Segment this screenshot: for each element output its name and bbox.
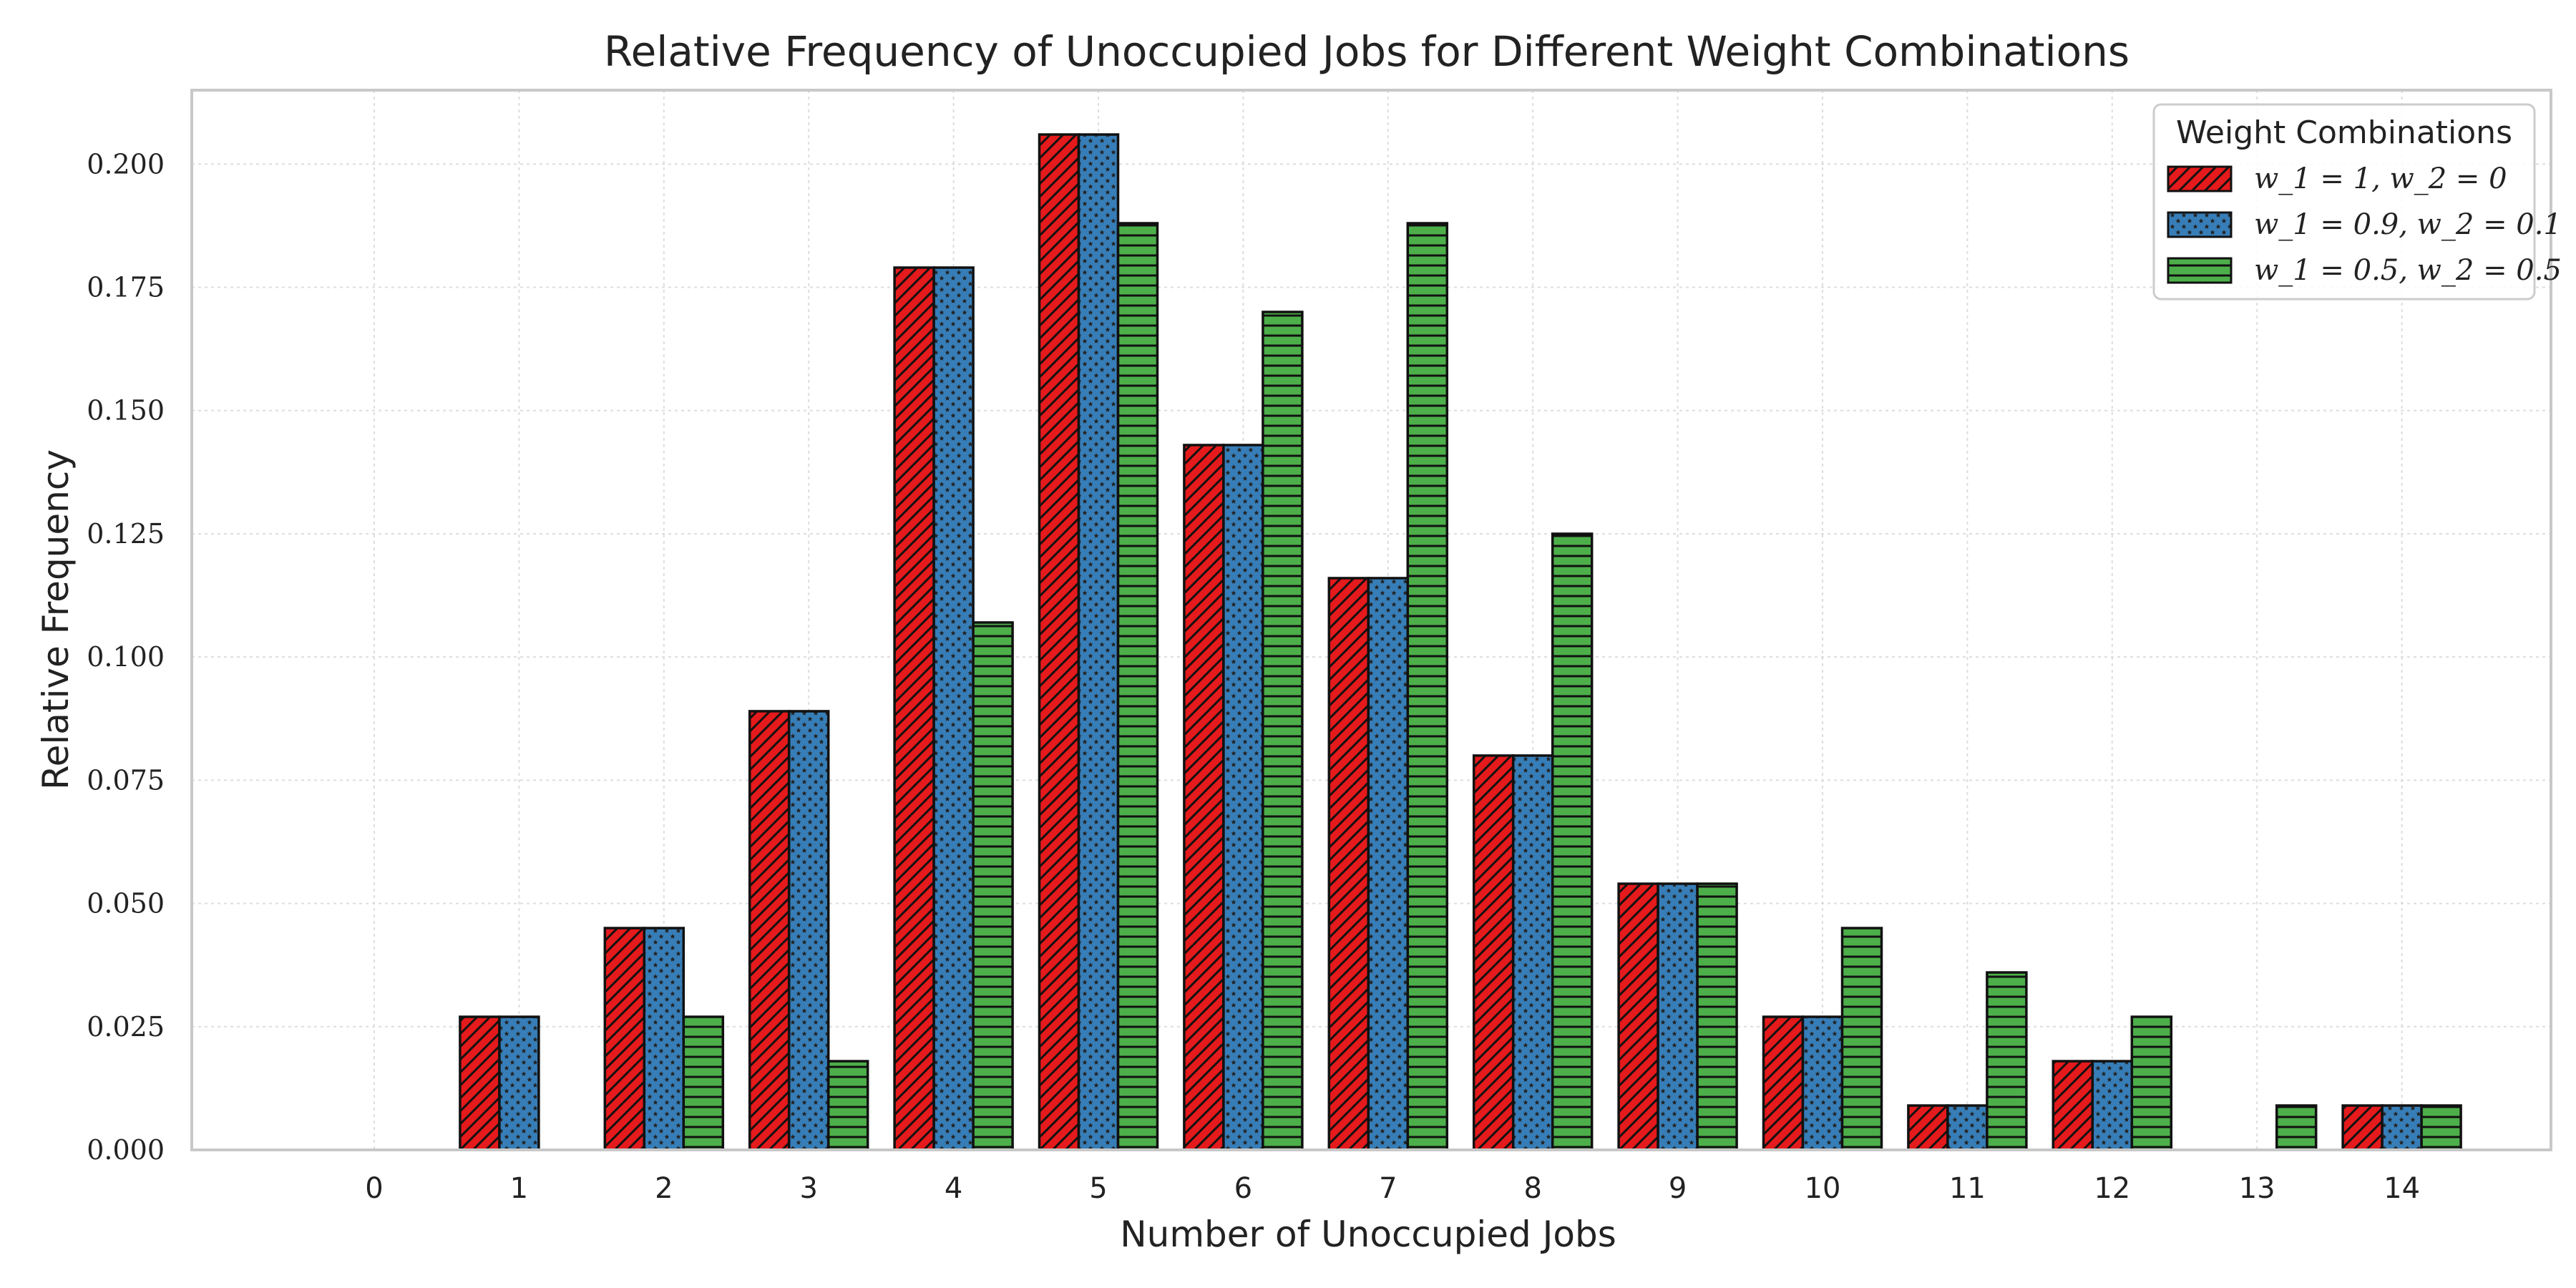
bar-series-1-cat-12 bbox=[2091, 1060, 2134, 1151]
x-tick-label: 3 bbox=[799, 1172, 817, 1205]
y-tick-label: 0.125 bbox=[87, 518, 165, 550]
bar-series-1-cat-11 bbox=[1946, 1104, 1989, 1151]
y-tick-label: 0.200 bbox=[87, 148, 165, 180]
bar-series-2-cat-11 bbox=[1986, 971, 2028, 1151]
bar-series-0-cat-11 bbox=[1907, 1104, 1949, 1151]
bar-series-2-cat-2 bbox=[682, 1015, 725, 1151]
bar-series-1-cat-3 bbox=[787, 710, 830, 1151]
x-tick-label: 14 bbox=[2384, 1172, 2420, 1205]
bar-series-0-cat-14 bbox=[2341, 1104, 2384, 1151]
bar-series-2-cat-10 bbox=[1840, 927, 1883, 1151]
y-tick-label: 0.050 bbox=[87, 888, 165, 919]
bar-series-1-cat-5 bbox=[1077, 133, 1120, 1151]
x-tick-label: 11 bbox=[1949, 1172, 1986, 1205]
bar-series-1-cat-10 bbox=[1801, 1015, 1844, 1151]
bar-series-2-cat-6 bbox=[1262, 311, 1304, 1151]
y-axis-ticks: 0.000 0.025 0.050 0.075 0.100 0.125 0.150 0.175… bbox=[87, 148, 165, 1166]
y-tick-label: 0.175 bbox=[87, 272, 165, 303]
legend: Weight Combinations w_1 = 1, w_2 = 0 w_1 … bbox=[2152, 103, 2562, 301]
x-tick-label: 5 bbox=[1089, 1172, 1107, 1205]
bars-layer bbox=[459, 133, 2462, 1151]
x-tick-label: 12 bbox=[2094, 1172, 2130, 1205]
bar-series-2-cat-4 bbox=[972, 621, 1014, 1151]
x-tick-label: 6 bbox=[1234, 1172, 1252, 1205]
bar-series-0-cat-9 bbox=[1617, 882, 1659, 1151]
y-tick-label: 0.150 bbox=[87, 395, 165, 426]
bar-series-0-cat-5 bbox=[1038, 133, 1080, 1151]
legend-label-0: w_1 = 1, w_2 = 0 bbox=[2254, 162, 2507, 195]
y-tick-label: 0.075 bbox=[87, 764, 165, 796]
bar-series-2-cat-7 bbox=[1406, 222, 1449, 1151]
bar-series-2-cat-3 bbox=[826, 1060, 869, 1151]
bar-series-1-cat-2 bbox=[643, 927, 686, 1151]
x-axis-label: Number of Unoccupied Jobs bbox=[1120, 1214, 1616, 1255]
bar-series-2-cat-8 bbox=[1551, 532, 1594, 1151]
bar-series-0-cat-10 bbox=[1762, 1015, 1805, 1151]
legend-box bbox=[2152, 103, 2536, 301]
bar-series-0-cat-2 bbox=[603, 927, 646, 1151]
plot-frame bbox=[190, 89, 2552, 1151]
bar-series-0-cat-7 bbox=[1327, 577, 1370, 1151]
bar-series-0-cat-1 bbox=[459, 1015, 501, 1151]
x-tick-label: 7 bbox=[1379, 1172, 1397, 1205]
bar-series-1-cat-14 bbox=[2381, 1104, 2423, 1151]
legend-label-1: w_1 = 0.9, w_2 = 0.1 bbox=[2254, 208, 2562, 241]
bar-series-0-cat-3 bbox=[748, 710, 791, 1151]
bar-series-2-cat-12 bbox=[2130, 1015, 2173, 1151]
x-axis-ticks: 0 1 2 3 4 5 6 7 8 9 10 11 12 13 14 bbox=[365, 1172, 2420, 1205]
y-tick-label: 0.100 bbox=[87, 641, 165, 673]
bar-series-2-cat-5 bbox=[1116, 222, 1159, 1151]
bar-series-1-cat-6 bbox=[1222, 444, 1264, 1151]
bar-series-1-cat-4 bbox=[932, 266, 975, 1151]
y-tick-label: 0.025 bbox=[87, 1011, 165, 1043]
bar-series-0-cat-4 bbox=[893, 266, 935, 1151]
legend-title: Weight Combinations bbox=[2176, 114, 2512, 151]
legend-swatch-2 bbox=[2167, 257, 2233, 284]
bar-series-1-cat-1 bbox=[498, 1015, 540, 1151]
x-tick-label: 8 bbox=[1523, 1172, 1541, 1205]
x-tick-label: 13 bbox=[2239, 1172, 2275, 1205]
legend-label-2: w_1 = 0.5, w_2 = 0.5 bbox=[2254, 254, 2562, 287]
x-tick-label: 10 bbox=[1805, 1172, 1841, 1205]
bar-series-0-cat-8 bbox=[1472, 754, 1515, 1151]
x-tick-label: 4 bbox=[945, 1172, 962, 1205]
x-tick-label: 0 bbox=[365, 1172, 383, 1205]
bar-series-2-cat-13 bbox=[2275, 1104, 2318, 1151]
bar-series-0-cat-12 bbox=[2051, 1060, 2094, 1151]
bar-series-2-cat-9 bbox=[1696, 882, 1738, 1151]
chart-title: Relative Frequency of Unoccupied Jobs fo… bbox=[604, 27, 2129, 76]
legend-swatch-0 bbox=[2167, 165, 2233, 192]
y-axis-label: Relative Frequency bbox=[35, 449, 77, 790]
bar-series-1-cat-7 bbox=[1367, 577, 1410, 1151]
legend-swatch-1 bbox=[2167, 211, 2233, 238]
bar-series-1-cat-8 bbox=[1511, 754, 1554, 1151]
bar-series-2-cat-14 bbox=[2420, 1104, 2462, 1151]
y-tick-label: 0.000 bbox=[87, 1134, 165, 1166]
bar-series-0-cat-6 bbox=[1183, 444, 1225, 1151]
x-tick-label: 1 bbox=[510, 1172, 528, 1205]
x-tick-label: 9 bbox=[1669, 1172, 1687, 1205]
bar-series-1-cat-9 bbox=[1657, 882, 1699, 1151]
x-tick-label: 2 bbox=[655, 1172, 673, 1205]
